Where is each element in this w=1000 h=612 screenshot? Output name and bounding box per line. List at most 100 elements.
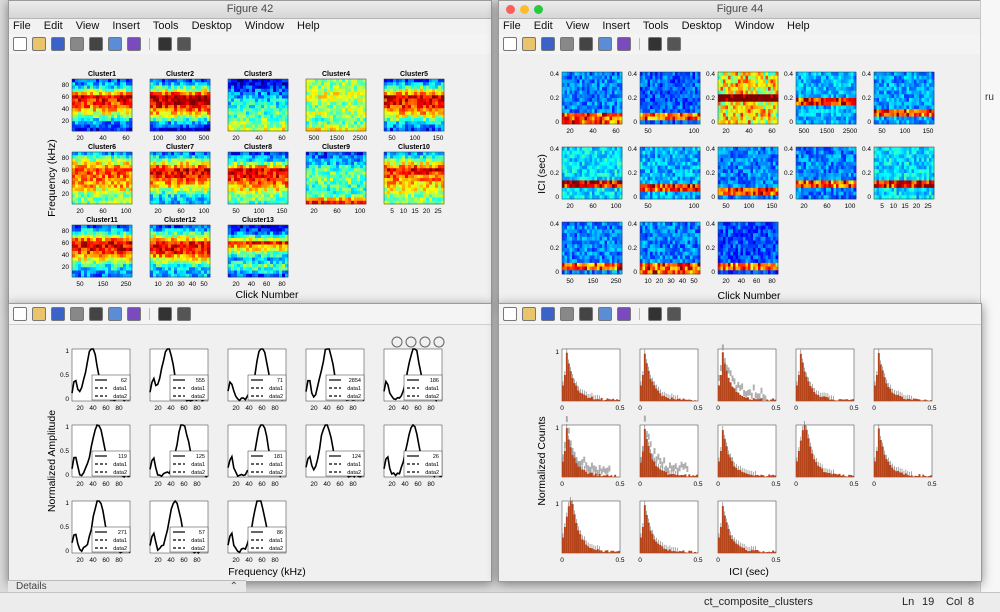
new-figure-icon[interactable] bbox=[13, 307, 27, 321]
link-icon[interactable] bbox=[89, 307, 103, 321]
legend-icon[interactable] bbox=[617, 37, 631, 51]
new-figure-icon[interactable] bbox=[503, 307, 517, 321]
menu-item[interactable]: Window bbox=[735, 19, 774, 34]
pointer-icon[interactable] bbox=[648, 37, 662, 51]
histogram-panel[interactable] bbox=[640, 501, 698, 553]
figure-44-titlebar[interactable]: Figure 44 bbox=[499, 1, 981, 19]
property-icon[interactable] bbox=[667, 37, 681, 51]
menu-item[interactable]: Edit bbox=[44, 19, 63, 34]
print-icon[interactable] bbox=[70, 307, 84, 321]
zoom-out-icon[interactable] bbox=[420, 337, 430, 347]
histogram-panel[interactable] bbox=[796, 421, 854, 477]
histogram-panel[interactable] bbox=[718, 501, 776, 553]
editor-tab[interactable]: ru bbox=[985, 92, 994, 103]
ici-panel[interactable] bbox=[796, 72, 856, 124]
colorbar-icon[interactable] bbox=[598, 307, 612, 321]
print-icon[interactable] bbox=[560, 307, 574, 321]
open-icon[interactable] bbox=[32, 307, 46, 321]
histogram-panel[interactable] bbox=[640, 416, 698, 477]
property-icon[interactable] bbox=[177, 307, 191, 321]
spectrogram-panel[interactable] bbox=[384, 152, 444, 204]
spectrogram-panel[interactable] bbox=[306, 79, 366, 131]
menu-item[interactable]: Edit bbox=[534, 19, 553, 34]
menu-item[interactable]: Window bbox=[245, 19, 284, 34]
menu-item[interactable]: View bbox=[566, 19, 590, 34]
open-icon[interactable] bbox=[522, 307, 536, 321]
new-figure-icon[interactable] bbox=[13, 37, 27, 51]
legend-icon[interactable] bbox=[127, 307, 141, 321]
histogram-panel[interactable] bbox=[874, 424, 932, 477]
histogram-panel[interactable] bbox=[718, 344, 776, 401]
open-icon[interactable] bbox=[522, 37, 536, 51]
link-icon[interactable] bbox=[579, 307, 593, 321]
menu-item[interactable]: File bbox=[13, 19, 31, 34]
open-icon[interactable] bbox=[32, 37, 46, 51]
spectrogram-panel[interactable] bbox=[72, 152, 132, 204]
property-icon[interactable] bbox=[667, 307, 681, 321]
spectrogram-panel[interactable] bbox=[228, 152, 288, 204]
ici-panel[interactable] bbox=[874, 147, 934, 199]
histogram-panel[interactable] bbox=[562, 416, 620, 477]
menu-item[interactable]: Desktop bbox=[192, 19, 232, 34]
histogram-panel[interactable] bbox=[562, 497, 620, 553]
menu-item[interactable]: Tools bbox=[643, 19, 669, 34]
print-icon[interactable] bbox=[70, 37, 84, 51]
spectrogram-panel[interactable] bbox=[72, 79, 132, 131]
ici-panel[interactable] bbox=[640, 222, 700, 274]
save-icon[interactable] bbox=[51, 37, 65, 51]
ici-panel[interactable] bbox=[718, 147, 778, 199]
spectrogram-panel[interactable] bbox=[384, 79, 444, 131]
ici-panel[interactable] bbox=[718, 222, 778, 274]
ici-panel[interactable] bbox=[562, 222, 622, 274]
spectrogram-panel[interactable] bbox=[72, 225, 132, 277]
spectrogram-panel[interactable] bbox=[228, 225, 288, 277]
ici-panel[interactable] bbox=[640, 72, 700, 124]
pan-icon[interactable] bbox=[392, 337, 402, 347]
spectrogram-panel[interactable] bbox=[150, 152, 210, 204]
ici-panel[interactable] bbox=[562, 72, 622, 124]
ici-panel[interactable] bbox=[874, 72, 934, 124]
menu-item[interactable]: Tools bbox=[153, 19, 179, 34]
menu-item[interactable]: Insert bbox=[112, 19, 140, 34]
menu-item[interactable]: Help bbox=[787, 19, 810, 34]
spectrogram-panel[interactable] bbox=[306, 152, 366, 204]
spectrogram-panel[interactable] bbox=[150, 225, 210, 277]
ici-panel[interactable] bbox=[640, 147, 700, 199]
menu-item[interactable]: View bbox=[76, 19, 100, 34]
colorbar-icon[interactable] bbox=[108, 37, 122, 51]
histogram-panel[interactable] bbox=[874, 349, 932, 401]
print-icon[interactable] bbox=[560, 37, 574, 51]
ici-panel[interactable] bbox=[562, 147, 622, 199]
minimize-button[interactable] bbox=[520, 5, 529, 14]
menu-item[interactable]: Help bbox=[297, 19, 320, 34]
spectrogram-panel[interactable] bbox=[228, 79, 288, 131]
property-icon[interactable] bbox=[177, 37, 191, 51]
save-icon[interactable] bbox=[541, 307, 555, 321]
ici-panel[interactable] bbox=[718, 72, 778, 124]
save-icon[interactable] bbox=[51, 307, 65, 321]
pointer-icon[interactable] bbox=[158, 307, 172, 321]
ici-panel[interactable] bbox=[796, 147, 856, 199]
colorbar-icon[interactable] bbox=[108, 307, 122, 321]
menu-item[interactable]: Desktop bbox=[682, 19, 722, 34]
histogram-panel[interactable] bbox=[562, 349, 620, 401]
new-figure-icon[interactable] bbox=[503, 37, 517, 51]
home-icon[interactable] bbox=[434, 337, 444, 347]
save-icon[interactable] bbox=[541, 37, 555, 51]
colorbar-icon[interactable] bbox=[598, 37, 612, 51]
